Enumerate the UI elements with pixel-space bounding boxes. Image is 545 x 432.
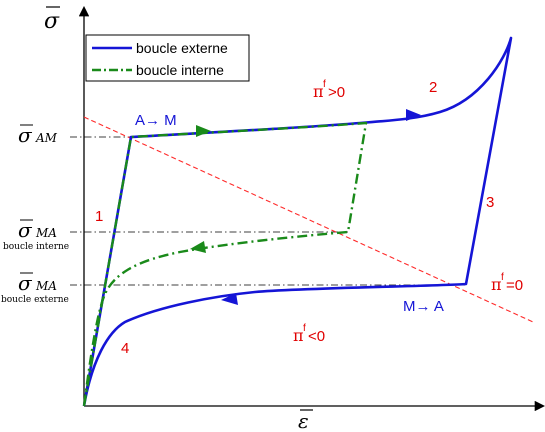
x-axis-symbol: ε	[298, 409, 309, 432]
arrow-inner-upper	[196, 125, 211, 137]
y-axis-symbol: σ	[44, 9, 60, 34]
svg-text:σ: σ	[18, 218, 33, 242]
svg-text:boucle interne: boucle interne	[3, 242, 69, 252]
label-m-to-a: M→ A	[403, 298, 444, 315]
svg-text:f: f	[323, 79, 326, 90]
svg-text:boucle externe: boucle externe	[1, 295, 69, 305]
svg-text:AM: AM	[35, 131, 58, 145]
label-pi-positive: π f >0	[313, 79, 345, 101]
label-segment-4: 4	[121, 340, 129, 357]
legend-outer-label: boucle externe	[136, 40, 228, 56]
label-a-to-m: A→ M	[135, 112, 177, 129]
label-segment-3: 3	[486, 194, 494, 211]
label-sigma-am: σ AM	[18, 123, 58, 147]
label-sigma-ma-inner: σ MA boucle interne	[3, 218, 69, 252]
svg-text:σ: σ	[18, 271, 33, 295]
outer-loop-curve	[82, 36, 513, 407]
legend: boucle externe boucle interne	[85, 34, 250, 82]
svg-text:π: π	[313, 82, 324, 101]
svg-text:f: f	[501, 272, 504, 283]
svg-text:f: f	[303, 323, 306, 334]
svg-text:>0: >0	[328, 84, 345, 101]
svg-text:<0: <0	[308, 328, 325, 345]
label-pi-zero: π f =0	[491, 272, 523, 294]
pi-zero-line	[83, 116, 534, 323]
arrow-inner-lower	[190, 241, 206, 253]
label-segment-2: 2	[429, 79, 437, 96]
label-sigma-ma-outer: σ MA boucle externe	[1, 271, 69, 305]
svg-text:MA: MA	[35, 226, 57, 240]
svg-text:σ: σ	[18, 123, 33, 147]
arrow-outer-upper	[406, 109, 421, 121]
label-segment-1: 1	[95, 208, 103, 225]
svg-text:π: π	[491, 275, 502, 294]
label-pi-negative: π f <0	[293, 323, 325, 345]
arrow-outer-lower	[221, 293, 238, 305]
legend-inner-label: boucle interne	[136, 62, 224, 78]
svg-text:MA: MA	[35, 279, 57, 293]
svg-text:π: π	[293, 326, 304, 345]
inner-loop-curve	[82, 121, 368, 407]
svg-text:=0: =0	[506, 277, 523, 294]
